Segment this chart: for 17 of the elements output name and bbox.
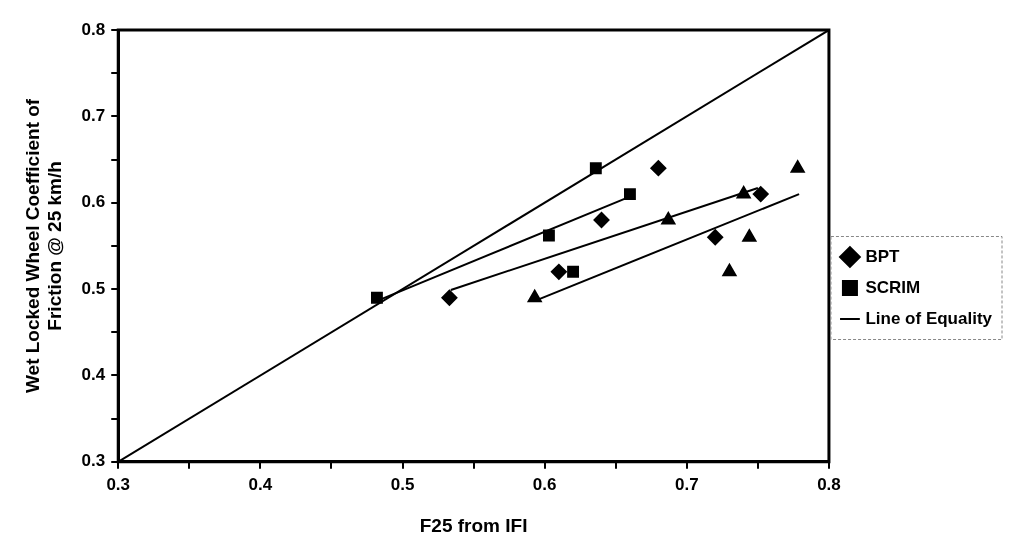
x-tick-label: 0.5 bbox=[390, 474, 415, 494]
x-tick-label: 0.4 bbox=[248, 474, 273, 494]
x-tick-label: 0.6 bbox=[532, 474, 557, 494]
y-tick-label: 0.6 bbox=[81, 192, 106, 212]
legend-label: BPT bbox=[865, 246, 901, 266]
legend-label: SCRIM bbox=[865, 277, 921, 297]
y-tick-label: 0.5 bbox=[81, 278, 106, 298]
y-axis-title: Wet Locked Wheel Coefficient of Friction @ 25 km/h bbox=[21, 98, 66, 393]
y-tick-label: 0.8 bbox=[81, 19, 106, 39]
x-tick-label: 0.7 bbox=[674, 474, 699, 494]
x-tick-label: 0.8 bbox=[817, 474, 841, 494]
legend-label: Line of Equality bbox=[865, 308, 993, 328]
y-tick-label: 0.7 bbox=[81, 106, 106, 126]
x-axis-title: F25 from IFI bbox=[419, 514, 528, 536]
x-tick-label: 0.3 bbox=[106, 474, 131, 494]
y-tick-label: 0.4 bbox=[81, 365, 106, 385]
y-tick-label: 0.3 bbox=[81, 451, 106, 471]
